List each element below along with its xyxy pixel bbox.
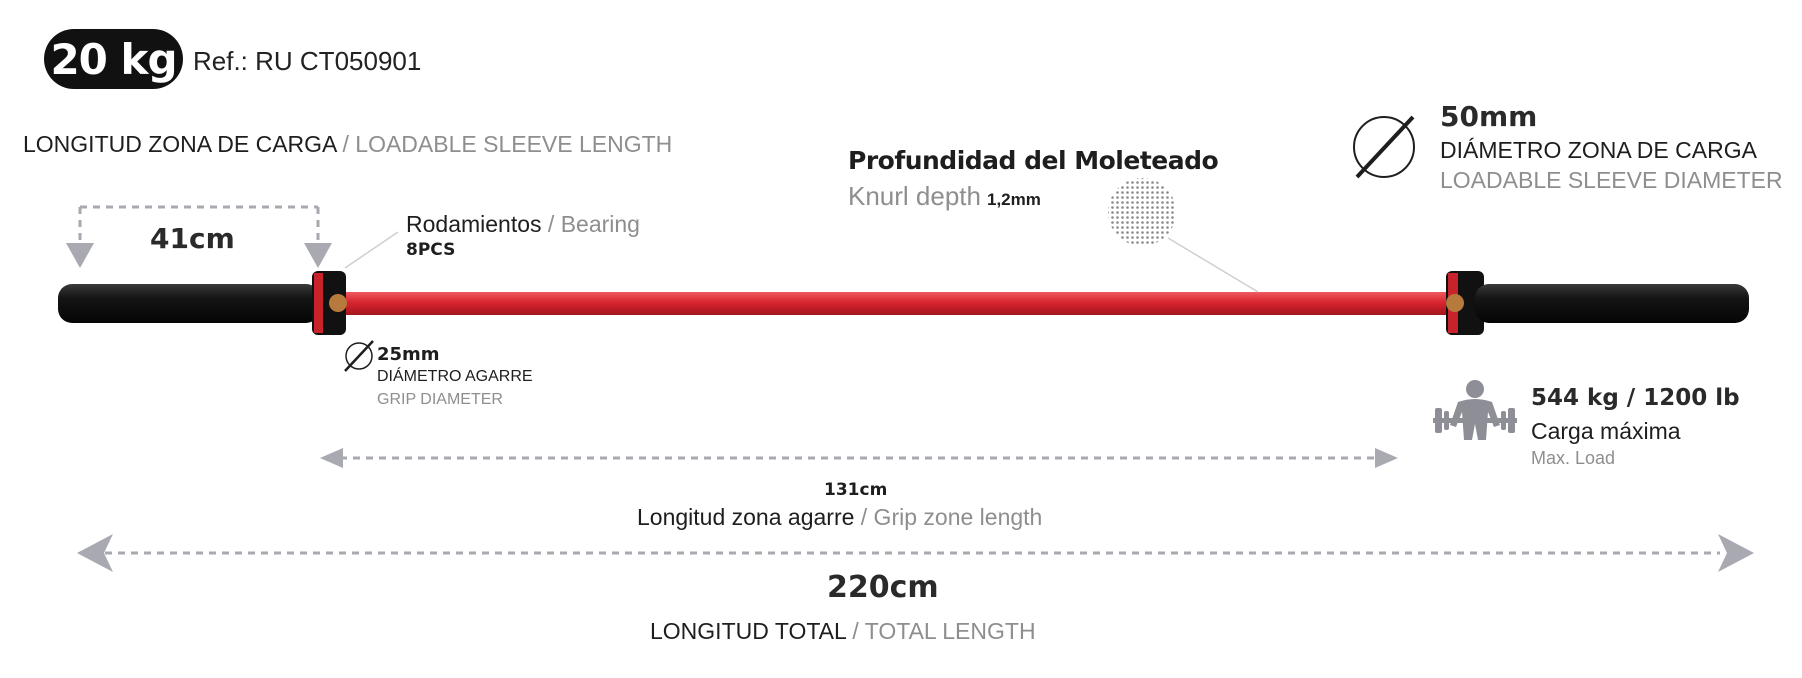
sleeve-diameter-label-es: DIÁMETRO ZONA DE CARGA: [1440, 137, 1757, 163]
total-arrow-right: [1718, 534, 1754, 572]
reference-label: Ref.: RU CT050901: [193, 46, 422, 76]
bearing-label-es: Rodamientos: [406, 211, 542, 237]
knurl-label-en-line: Knurl depth 1,2mm: [848, 181, 1041, 212]
bearing-leader-line: [344, 231, 399, 269]
total-length-label-es: LONGITUD TOTAL: [650, 618, 846, 644]
bar-shaft: [335, 292, 1457, 315]
grip-diameter-label-en: GRIP DIAMETER: [377, 391, 503, 408]
grip-zone-label-en: / Grip zone length: [860, 504, 1043, 530]
sleeve-diameter-value: 50mm: [1440, 100, 1538, 133]
weightlifter-icon: [1433, 380, 1517, 440]
total-length-heading: LONGITUD TOTAL / TOTAL LENGTH: [650, 618, 1036, 645]
sleeve-length-bracket: [78, 205, 320, 240]
sleeve-length-value: 41cm: [150, 222, 235, 255]
grip-zone-label-es: Longitud zona agarre: [637, 504, 855, 530]
max-load-value: 544 kg / 1200 lb: [1531, 385, 1740, 411]
grip-diameter-value: 25mm: [377, 344, 440, 365]
total-length-label-en: / TOTAL LENGTH: [852, 618, 1036, 644]
knurl-value: 1,2mm: [986, 190, 1041, 209]
bearing-heading: Rodamientos / Bearing: [406, 211, 640, 238]
knurl-sample: [1108, 178, 1176, 246]
grip-zone-heading: Longitud zona agarre / Grip zone length: [637, 504, 1042, 531]
bearing-label-en: / Bearing: [547, 211, 640, 237]
grip-arrow-left: [320, 448, 343, 468]
grip-zone-value: 131cm: [824, 480, 888, 500]
sleeve-length-heading: LONGITUD ZONA DE CARGA / LOADABLE SLEEVE…: [23, 131, 672, 158]
sleeve-arrow-right: [304, 243, 332, 268]
left-collar-red: [314, 273, 323, 333]
right-collar-hub: [1446, 294, 1464, 312]
total-length-value: 220cm: [827, 570, 939, 605]
total-arrow-left: [77, 534, 113, 572]
grip-diameter-label-es: DIÁMETRO AGARRE: [377, 368, 533, 385]
diameter-icon: [1353, 115, 1415, 179]
knurl-label-en: Knurl depth: [848, 181, 981, 211]
sleeve-length-label-en: / LOADABLE SLEEVE LENGTH: [342, 131, 673, 157]
sleeve-length-label-es: LONGITUD ZONA DE CARGA: [23, 131, 337, 157]
right-sleeve: [1475, 284, 1749, 323]
left-sleeve: [58, 284, 320, 323]
sleeve-diameter-label-en: LOADABLE SLEEVE DIAMETER: [1440, 167, 1783, 193]
bearing-value: 8PCS: [406, 240, 456, 260]
knurl-leader-line: [1167, 237, 1259, 293]
left-collar-hub: [329, 294, 347, 312]
knurl-label-es: Profundidad del Moleteado: [848, 146, 1219, 175]
grip-diameter-icon: [344, 340, 374, 372]
sleeve-arrow-left: [66, 243, 94, 268]
max-load-label-en: Max. Load: [1531, 448, 1616, 468]
weight-badge: 20 kg: [44, 29, 183, 89]
max-load-label-es: Carga máxima: [1531, 418, 1681, 444]
grip-arrow-right: [1375, 448, 1398, 468]
